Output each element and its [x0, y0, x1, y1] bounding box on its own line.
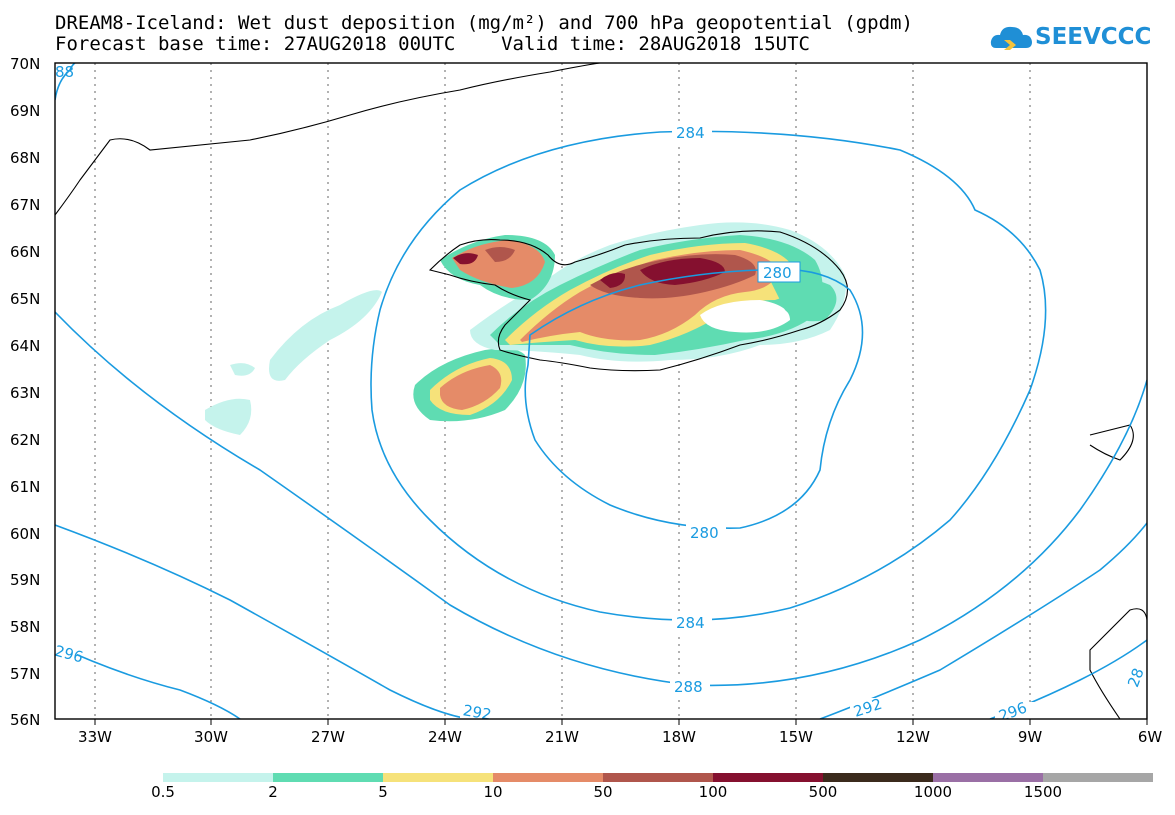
lat-label: 61N — [10, 478, 40, 496]
axis-ticks — [94, 719, 1148, 725]
map-area — [55, 63, 1147, 719]
lon-label: 24W — [428, 728, 462, 746]
graticule — [94, 63, 1031, 719]
lat-label: 64N — [10, 337, 40, 355]
legend-swatch — [713, 773, 823, 782]
legend-swatch — [273, 773, 383, 782]
contour-label: 284 — [676, 614, 705, 632]
color-legend — [163, 773, 1153, 782]
legend-label: 5 — [378, 783, 388, 801]
lat-label: 70N — [10, 55, 40, 73]
contour-label: 280 — [690, 524, 719, 542]
legend-label: 100 — [698, 783, 728, 801]
lat-label: 59N — [10, 571, 40, 589]
lat-label: 67N — [10, 196, 40, 214]
legend-label: 10 — [483, 783, 503, 801]
map-subtitle: Forecast base time: 27AUG2018 00UTC Vali… — [55, 33, 810, 55]
contour-label: 292 — [462, 701, 493, 724]
map-frame — [54, 62, 1148, 720]
contour-label: 288 — [674, 678, 703, 696]
cloud-icon — [990, 26, 1032, 50]
longitude-labels: 33W 30W 27W 24W 21W 18W 15W 12W 9W 6W — [78, 728, 1162, 746]
lat-label: 68N — [10, 149, 40, 167]
legend-swatch — [1043, 773, 1153, 782]
legend-swatch — [383, 773, 493, 782]
contour-labels: 284 280 280 284 288 292 292 296 296 88 2… — [55, 63, 1147, 724]
legend-label: 500 — [808, 783, 838, 801]
map-title: DREAM8-Iceland: Wet dust deposition (mg/… — [55, 12, 913, 34]
legend-swatch — [823, 773, 933, 782]
lat-label: 63N — [10, 384, 40, 402]
lat-label: 65N — [10, 290, 40, 308]
legend-swatch — [493, 773, 603, 782]
legend-swatch — [163, 773, 273, 782]
seevccc-logo: SEEVCCC — [990, 18, 1151, 58]
latitude-labels: 70N 69N 68N 67N 66N 65N 64N 63N 62N 61N … — [10, 55, 40, 729]
lat-label: 58N — [10, 618, 40, 636]
legend-label: 0.5 — [151, 783, 175, 801]
logo-text: SEEVCCC — [1035, 24, 1152, 50]
geopotential-contours — [55, 63, 1147, 719]
lat-label: 60N — [10, 525, 40, 543]
lat-label: 57N — [10, 665, 40, 683]
lon-label: 18W — [662, 728, 696, 746]
lon-label: 33W — [78, 728, 112, 746]
lon-label: 30W — [194, 728, 228, 746]
contour-label: 284 — [676, 124, 705, 142]
lon-label: 12W — [896, 728, 930, 746]
lat-label: 56N — [10, 711, 40, 729]
lon-label: 27W — [311, 728, 345, 746]
lon-label: 15W — [779, 728, 813, 746]
contour-label: 88 — [55, 63, 74, 81]
lon-label: 9W — [1018, 728, 1043, 746]
legend-label: 2 — [268, 783, 278, 801]
lat-label: 62N — [10, 431, 40, 449]
lon-label: 21W — [545, 728, 579, 746]
coastlines — [55, 63, 1147, 719]
legend-swatch — [603, 773, 713, 782]
lon-label: 6W — [1138, 728, 1163, 746]
lat-label: 69N — [10, 102, 40, 120]
contour-label: 28 — [1124, 666, 1147, 690]
legend-label: 1500 — [1023, 783, 1063, 801]
legend-label: 1000 — [913, 783, 953, 801]
lat-label: 66N — [10, 243, 40, 261]
contour-label: 280 — [763, 264, 792, 282]
legend-label: 50 — [593, 783, 613, 801]
legend-swatch — [933, 773, 1043, 782]
